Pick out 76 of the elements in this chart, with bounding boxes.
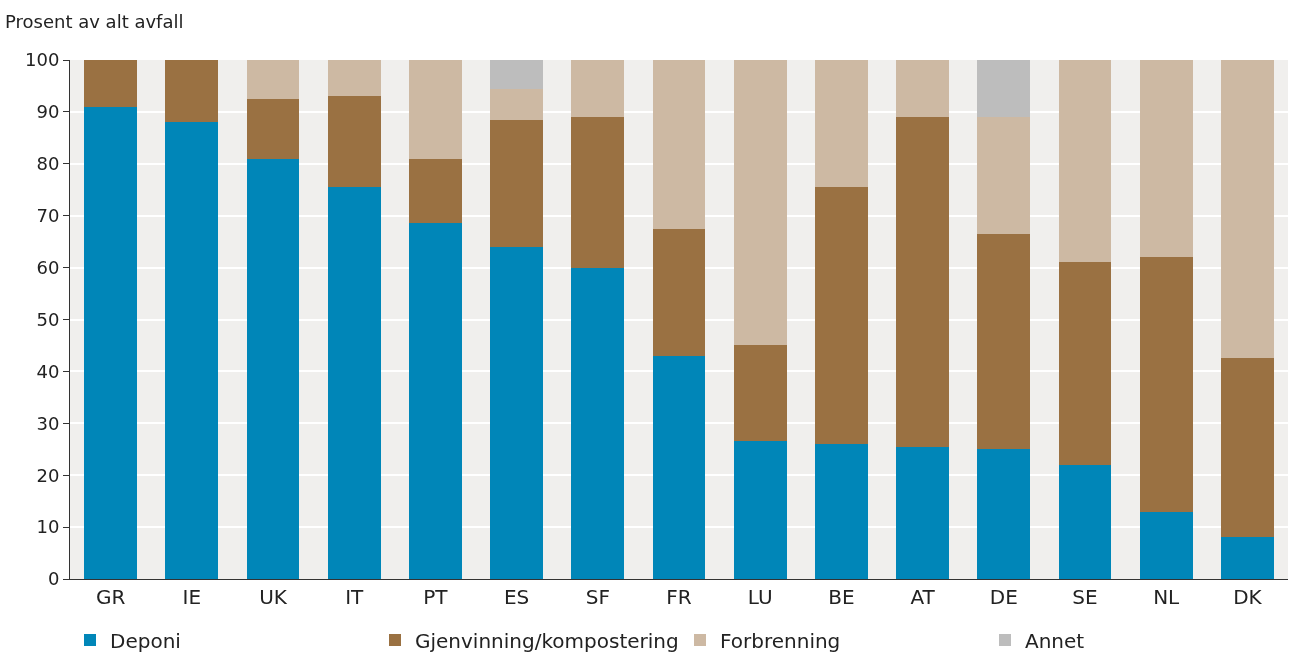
y-tick-label: 0 xyxy=(47,568,60,590)
bar xyxy=(1139,511,1193,579)
bar xyxy=(409,223,462,579)
bar xyxy=(1221,358,1274,538)
bar xyxy=(1058,60,1112,263)
bar xyxy=(1221,537,1274,579)
x-tick-label: LU xyxy=(747,585,773,609)
bar xyxy=(409,60,462,159)
bar xyxy=(165,122,219,579)
x-tick-label: AT xyxy=(910,585,936,609)
bar xyxy=(1139,257,1193,512)
bar xyxy=(652,355,706,579)
bar xyxy=(896,446,949,579)
bar xyxy=(1058,464,1112,579)
x-tick-label: IT xyxy=(345,585,365,609)
x-tick-label: BE xyxy=(828,585,855,609)
y-tick-label: 40 xyxy=(36,360,60,382)
x-tick-label: PT xyxy=(423,585,449,609)
legend-label: Deponi xyxy=(110,628,181,653)
bar xyxy=(1221,60,1274,359)
x-tick-label: SE xyxy=(1072,585,1098,609)
bar xyxy=(490,119,543,247)
bar xyxy=(652,60,706,229)
bar xyxy=(327,187,381,579)
x-tick-label: NL xyxy=(1153,585,1181,609)
x-tick-label: FR xyxy=(666,585,692,609)
y-tick-label: 30 xyxy=(36,412,60,434)
bar xyxy=(327,60,381,97)
bar xyxy=(246,98,300,159)
bar xyxy=(571,117,625,268)
bar xyxy=(815,60,868,188)
y-tick-label: 100 xyxy=(25,49,60,71)
bar xyxy=(977,233,1031,450)
x-tick-label: ES xyxy=(503,585,530,609)
legend-label: Annet xyxy=(1025,628,1085,653)
x-tick-label: DE xyxy=(989,585,1018,609)
y-tick-label: 10 xyxy=(36,516,60,538)
bar xyxy=(977,449,1031,579)
bar xyxy=(327,96,381,188)
bar xyxy=(652,228,706,356)
bar xyxy=(84,60,137,107)
bar xyxy=(571,60,625,118)
x-tick-label: DK xyxy=(1233,585,1263,609)
bar xyxy=(1139,60,1193,258)
bar xyxy=(246,158,300,579)
legend-label: Gjenvinning/kompostering xyxy=(415,628,679,653)
y-axis-title: Prosent av alt avfall xyxy=(5,11,184,32)
bar xyxy=(84,106,137,579)
y-tick-label: 60 xyxy=(36,256,60,278)
y-tick-label: 70 xyxy=(36,205,60,226)
y-tick-label: 80 xyxy=(36,153,60,175)
bar xyxy=(733,60,787,346)
y-tick-label: 20 xyxy=(36,464,60,486)
bar xyxy=(977,117,1031,234)
x-tick-label: GR xyxy=(95,585,126,609)
bar xyxy=(815,187,868,445)
bar xyxy=(490,246,543,579)
y-tick-label: 50 xyxy=(36,308,60,330)
y-tick-label: 90 xyxy=(36,101,60,123)
bar xyxy=(896,117,949,447)
x-tick-label: SF xyxy=(585,585,610,609)
bar xyxy=(165,60,219,123)
x-tick-label: IE xyxy=(182,585,202,609)
bar xyxy=(733,345,787,442)
bar xyxy=(977,60,1031,118)
bar xyxy=(490,88,543,120)
bar xyxy=(733,441,787,579)
bar xyxy=(896,60,949,118)
x-tick-label: UK xyxy=(259,585,288,609)
bar xyxy=(815,444,868,579)
bar xyxy=(409,158,462,224)
bar xyxy=(490,60,543,89)
bar xyxy=(571,267,625,579)
bar xyxy=(246,60,300,99)
legend-label: Forbrenning xyxy=(720,628,841,653)
bar xyxy=(1058,262,1112,465)
